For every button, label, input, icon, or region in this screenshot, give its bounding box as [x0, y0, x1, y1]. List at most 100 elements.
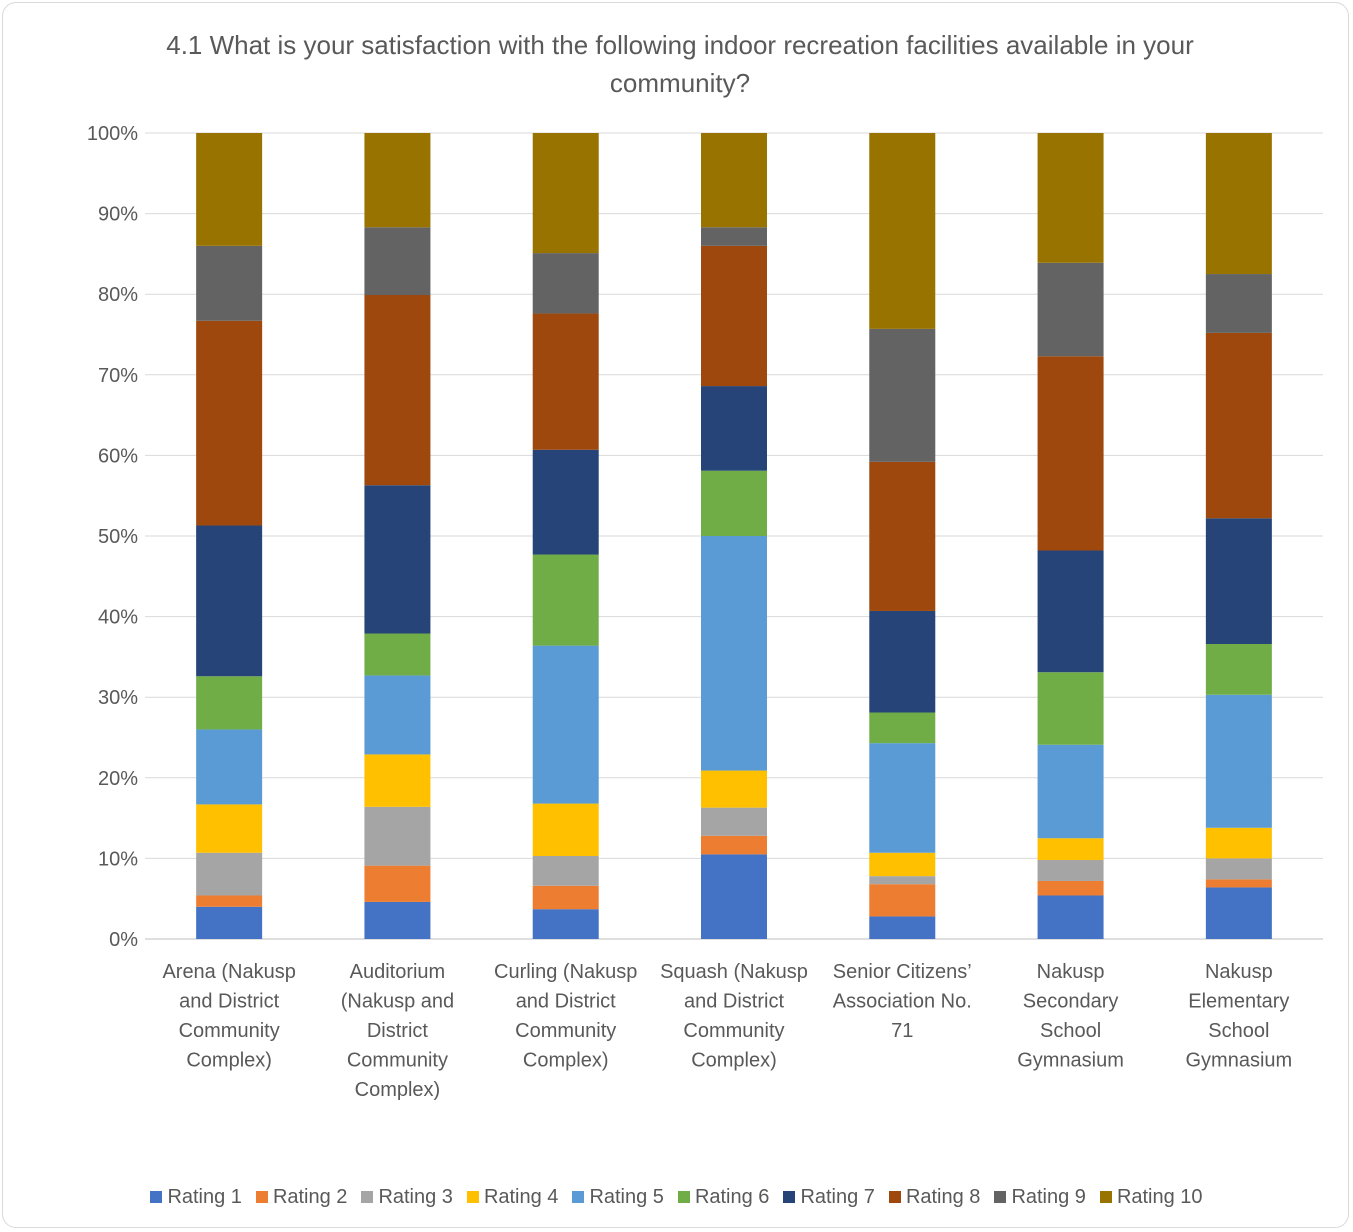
- bar-segment: [364, 227, 431, 296]
- bar-segment: [364, 633, 431, 676]
- bar-segment: [364, 133, 431, 228]
- bar-segment: [532, 885, 599, 910]
- y-axis-tick-labels: 0% 10% 20% 30% 40% 50% 60% 70% 80% 90% 100%: [87, 123, 138, 951]
- bar-segment: [701, 227, 767, 246]
- x-tick-label: Arena (Nakusp and District Community Comple…: [162, 961, 295, 1072]
- x-axis-category-labels: Arena (Nakusp and District Community Comple…: [162, 961, 1292, 1101]
- bar-segment: [701, 536, 767, 771]
- bar-stack: [364, 133, 431, 939]
- legend-swatch: [994, 1191, 1007, 1203]
- bar-segment: [701, 854, 767, 939]
- bar-segment: [196, 729, 263, 805]
- bar-stack: [701, 133, 767, 939]
- legend-swatch: [466, 1191, 479, 1203]
- bar-segment: [1037, 880, 1104, 896]
- legend-swatch: [888, 1191, 901, 1203]
- x-tick-label: Squash (Nakusp and District Community Compl…: [660, 961, 808, 1072]
- y-tick-label: 0%: [109, 929, 138, 951]
- bar-stack: [1037, 133, 1104, 939]
- bar-segment: [196, 525, 263, 677]
- bar-segment: [196, 852, 263, 896]
- bar-segment: [196, 245, 263, 321]
- bar-segment: [1205, 332, 1272, 519]
- bar-segment: [1205, 518, 1272, 645]
- bar-segment: [364, 806, 431, 866]
- bar-segment: [869, 852, 936, 877]
- bar-segment: [196, 804, 263, 853]
- y-tick-label: 10%: [98, 848, 138, 870]
- legend-swatch: [572, 1191, 585, 1203]
- legend-item: Rating 9: [994, 1186, 1086, 1209]
- bar-segment: [701, 245, 767, 387]
- bar-segment: [364, 865, 431, 902]
- legend-label: Rating 6: [694, 1185, 770, 1208]
- bar-segment: [701, 770, 767, 808]
- bar-segment: [1205, 274, 1272, 333]
- legend-item: Rating 4: [466, 1186, 558, 1209]
- y-tick-label: 80%: [98, 284, 138, 306]
- legend-swatch: [361, 1191, 374, 1203]
- x-tick-label: Curling (Nakusp and District Community Comp…: [494, 961, 637, 1072]
- x-tick-label: Nakusp Elementary School Gymnasium: [1186, 961, 1293, 1072]
- legend-item: Rating 8: [888, 1186, 980, 1209]
- bar-segment: [1205, 133, 1272, 275]
- bar-segment: [196, 676, 263, 730]
- bar-stack: [532, 133, 599, 939]
- bar-segment: [1037, 838, 1104, 861]
- legend-swatch: [150, 1191, 163, 1203]
- chart-title: 4.1 What is your satisfaction with the f…: [166, 30, 1194, 98]
- bar-stacks: [196, 133, 1272, 939]
- bar-segment: [869, 461, 936, 611]
- bar-segment: [532, 253, 599, 314]
- legend-label: Rating 7: [800, 1185, 875, 1208]
- bar-segment: [869, 876, 936, 885]
- bar-segment: [364, 485, 431, 634]
- bar-segment: [532, 133, 599, 254]
- legend-label: Rating 2: [272, 1185, 348, 1208]
- bar-segment: [1205, 827, 1272, 859]
- bar-segment: [364, 675, 431, 755]
- bar-segment: [532, 909, 599, 939]
- legend-label: Rating 9: [1011, 1185, 1086, 1208]
- bar-segment: [532, 313, 599, 450]
- legend-swatch: [783, 1191, 796, 1203]
- legend-item: Rating 1: [150, 1186, 242, 1209]
- bar-segment: [1205, 887, 1272, 939]
- bar-segment: [1205, 644, 1272, 695]
- bar-stack: [196, 133, 263, 939]
- bar-segment: [701, 835, 767, 855]
- x-tick-label: Nakusp Secondary School Gymnasium: [1017, 961, 1124, 1072]
- legend-item: Rating 6: [677, 1185, 770, 1209]
- bar-segment: [196, 133, 263, 246]
- legend-item: Rating 7: [783, 1186, 875, 1209]
- y-tick-label: 30%: [98, 687, 138, 709]
- bar-segment: [869, 884, 936, 917]
- legend-label: Rating 1: [167, 1185, 242, 1208]
- bar-segment: [364, 901, 431, 939]
- bar-segment: [701, 133, 767, 228]
- legend: Rating 1 Rating 2 Rating 3 Rating 4 Rating 5…: [0, 1183, 1353, 1211]
- bar-segment: [1037, 744, 1104, 839]
- legend-label: Rating 5: [589, 1185, 664, 1208]
- bar-segment: [869, 610, 936, 713]
- legend-swatch: [1099, 1191, 1112, 1203]
- y-tick-label: 20%: [98, 768, 138, 790]
- bar-segment: [364, 295, 431, 486]
- bar-segment: [701, 386, 767, 471]
- y-tick-label: 90%: [98, 204, 138, 226]
- legend-item: Rating 2: [255, 1185, 348, 1209]
- legend-swatch: [255, 1191, 268, 1203]
- bar-segment: [196, 895, 263, 907]
- bar-segment: [196, 906, 263, 939]
- bar-segment: [196, 320, 263, 526]
- bar-segment: [532, 645, 599, 804]
- bar-segment: [532, 803, 599, 856]
- bar-segment: [869, 328, 936, 462]
- bar-segment: [1205, 858, 1272, 880]
- legend-item: Rating 10: [1099, 1186, 1203, 1209]
- bar-segment: [701, 470, 767, 536]
- bar-segment: [869, 916, 936, 939]
- bar-segment: [1037, 860, 1104, 881]
- bar-segment: [1037, 550, 1104, 673]
